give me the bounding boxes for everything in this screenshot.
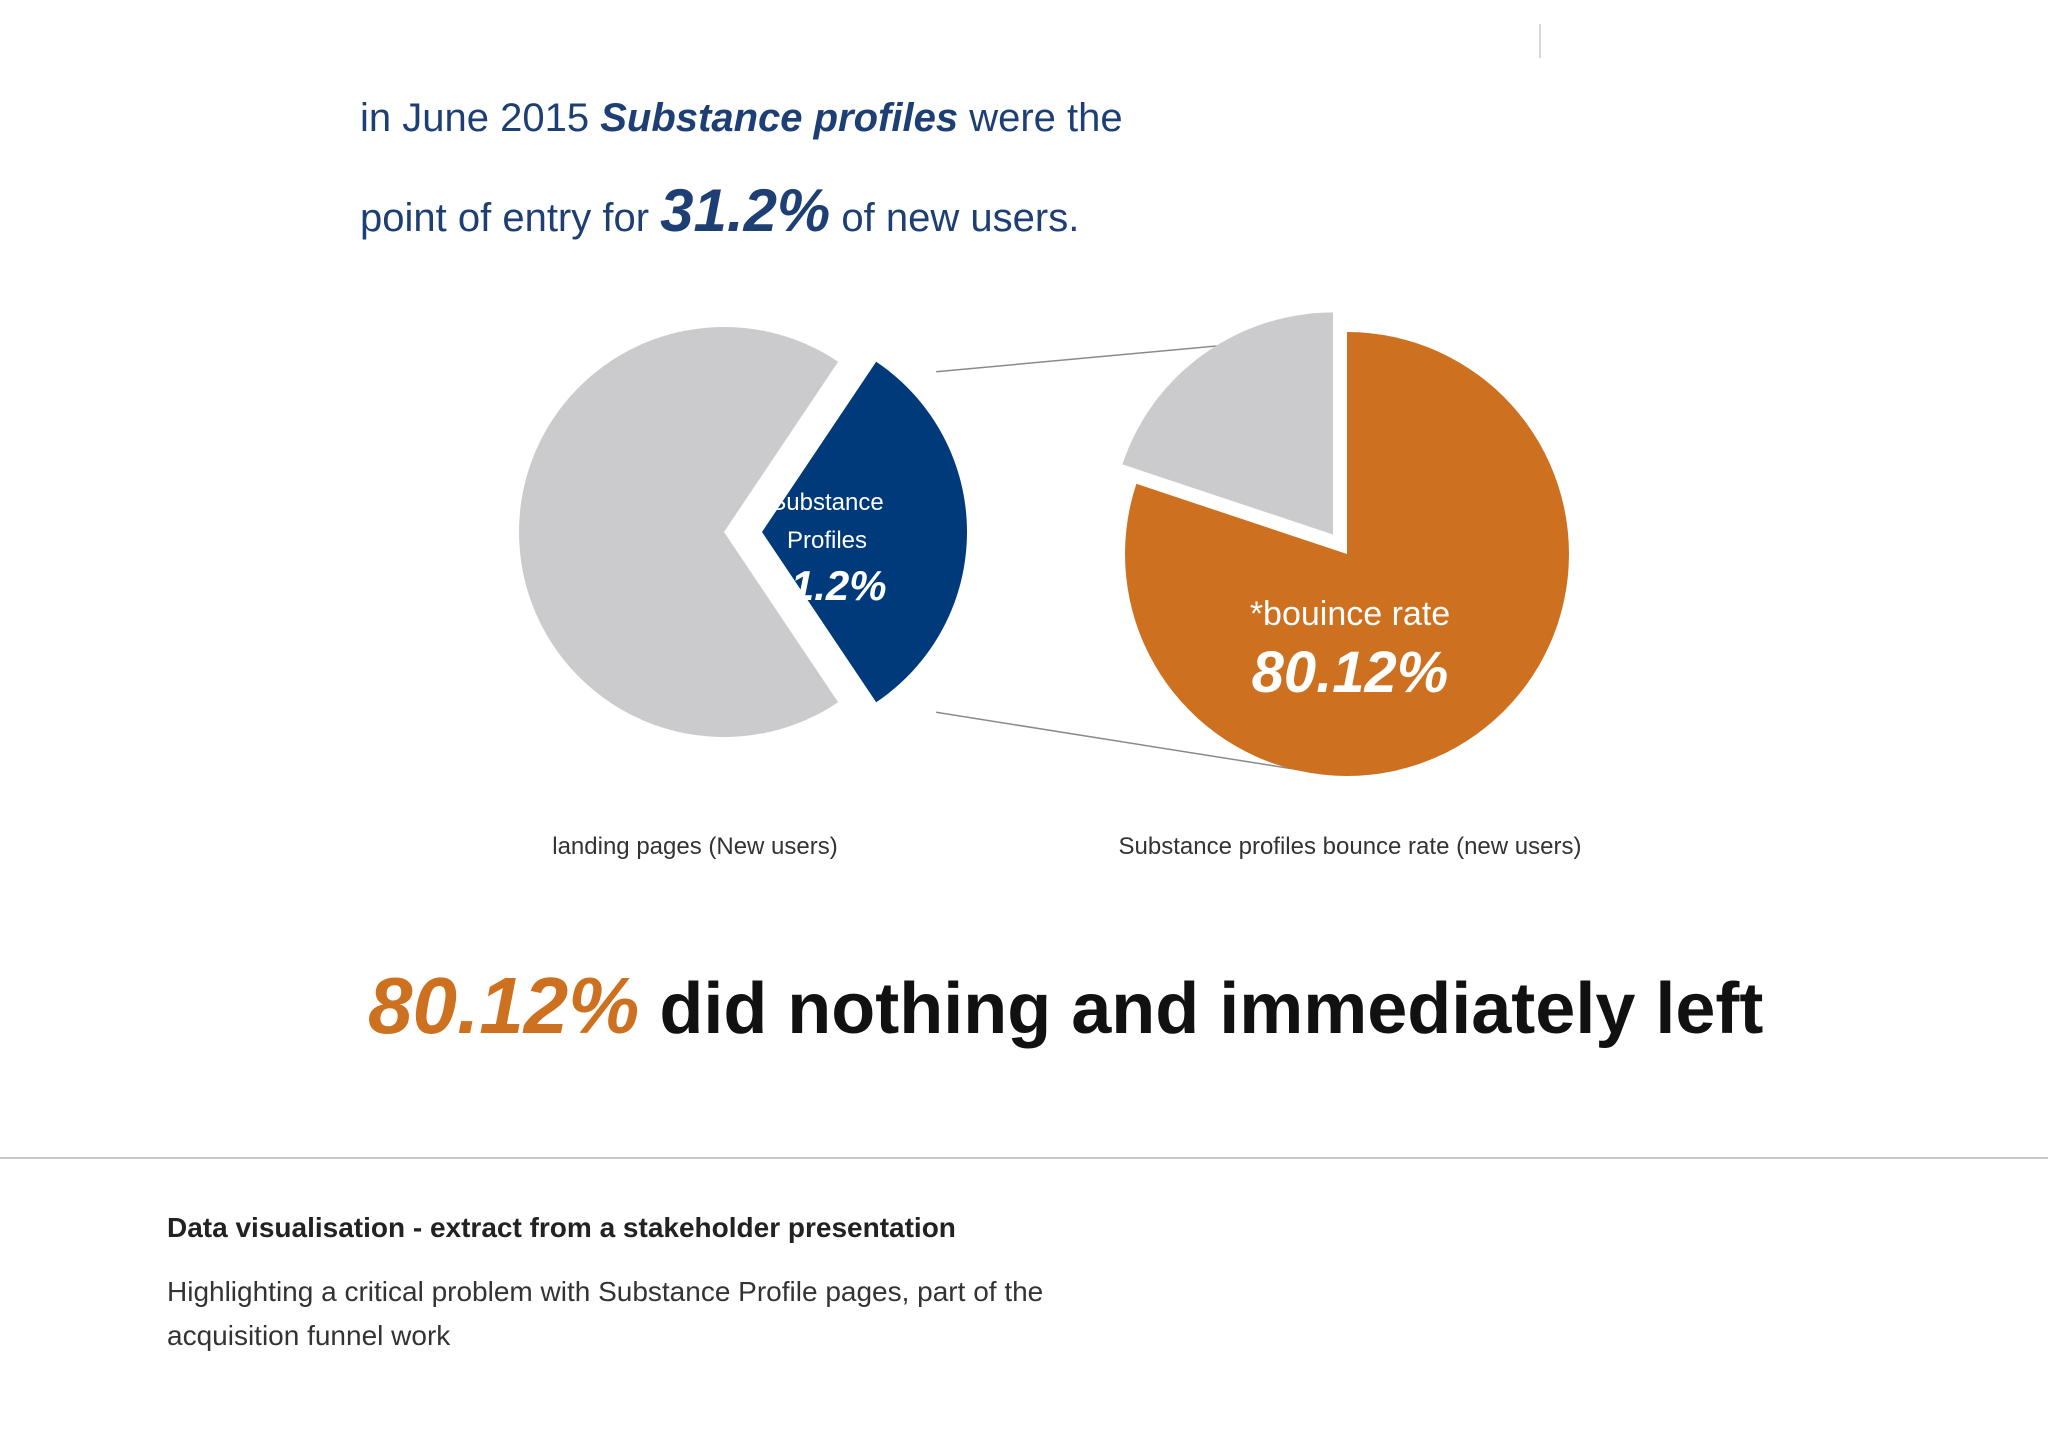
bounce-label-value: 80.12% [1251, 640, 1449, 705]
headline-line-2: point of entry for 31.2% of new users. [360, 176, 1079, 245]
description-body: Highlighting a critical problem with Sub… [167, 1276, 1044, 1351]
infographic: in June 2015 Substance profiles were the… [360, 96, 1763, 1052]
pie-charts [518, 312, 1569, 776]
tagline: 80.12% did nothing and immediately left [368, 960, 1763, 1052]
description-title: Data visualisation - extract from a stak… [167, 1212, 956, 1243]
headline-2-emphasis: 31.2% [660, 177, 831, 244]
headline-1-emphasis: Substance profiles [600, 96, 959, 140]
headline-1-prefix: in June 2015 [360, 96, 601, 140]
top-divider-tick [1539, 24, 1541, 58]
landing-pie-slice-1 [518, 326, 839, 737]
headline-1-suffix: were the [958, 96, 1123, 140]
pie1-caption: landing pages (New users) [552, 833, 838, 860]
substance-profiles-slice-label: Substance Profiles 31.2% [732, 484, 922, 612]
landing-pages-pie [518, 326, 967, 737]
headline-2-prefix: point of entry for [360, 196, 661, 240]
slice-label-name: Substance Profiles [770, 489, 884, 554]
section-divider [0, 1157, 2048, 1159]
bounce-label-name: *bouince rate [1249, 595, 1451, 633]
tagline-emphasis: 80.12% [368, 961, 640, 1050]
bounce-rate-pie [1122, 312, 1569, 776]
landing-pie-slice-0 [762, 361, 967, 703]
bounce-pie-slice-1 [1122, 312, 1333, 535]
headline-line-1: in June 2015 Substance profiles were the [360, 96, 1123, 141]
pie2-caption: Substance profiles bounce rate (new user… [1118, 833, 1582, 860]
headline-2-suffix: of new users. [830, 196, 1080, 240]
bounce-pie-slice-0 [1125, 332, 1569, 776]
tagline-text: did nothing and immediately left [639, 969, 1764, 1049]
bounce-rate-slice-label: *bouince rate 80.12% [1200, 590, 1500, 708]
slice-label-value: 31.2% [767, 562, 887, 609]
connector-line-1 [936, 711, 1301, 771]
